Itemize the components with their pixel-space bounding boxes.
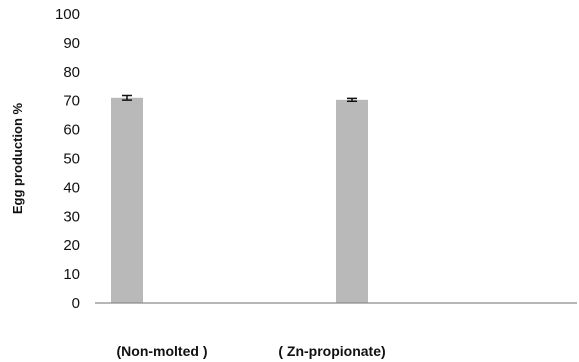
bar [111, 97, 143, 303]
y-tick-label: 10 [63, 266, 80, 283]
x-category-label: ( Zn-propionate) [278, 343, 385, 359]
bar [336, 99, 368, 303]
y-tick-label: 80 [63, 64, 80, 81]
y-axis-title: Egg production % [10, 102, 25, 214]
y-axis-tick-labels: 0 10 20 30 40 50 60 70 80 90 100 [55, 6, 80, 312]
y-tick-label: 30 [63, 208, 80, 225]
y-tick-label: 60 [63, 122, 80, 139]
y-tick-label: 100 [55, 6, 80, 23]
y-tick-label: 0 [72, 295, 80, 312]
y-tick-label: 20 [63, 237, 80, 254]
x-category-label: (Non-molted ) [117, 343, 208, 359]
x-axis-category-labels: (Non-molted ) ( Zn-propionate) [117, 343, 386, 359]
y-tick-label: 70 [63, 93, 80, 110]
y-tick-label: 40 [63, 179, 80, 196]
bar-series [111, 97, 368, 303]
y-tick-label: 50 [63, 151, 80, 168]
y-tick-label: 90 [63, 35, 80, 52]
error-bars [122, 94, 357, 103]
